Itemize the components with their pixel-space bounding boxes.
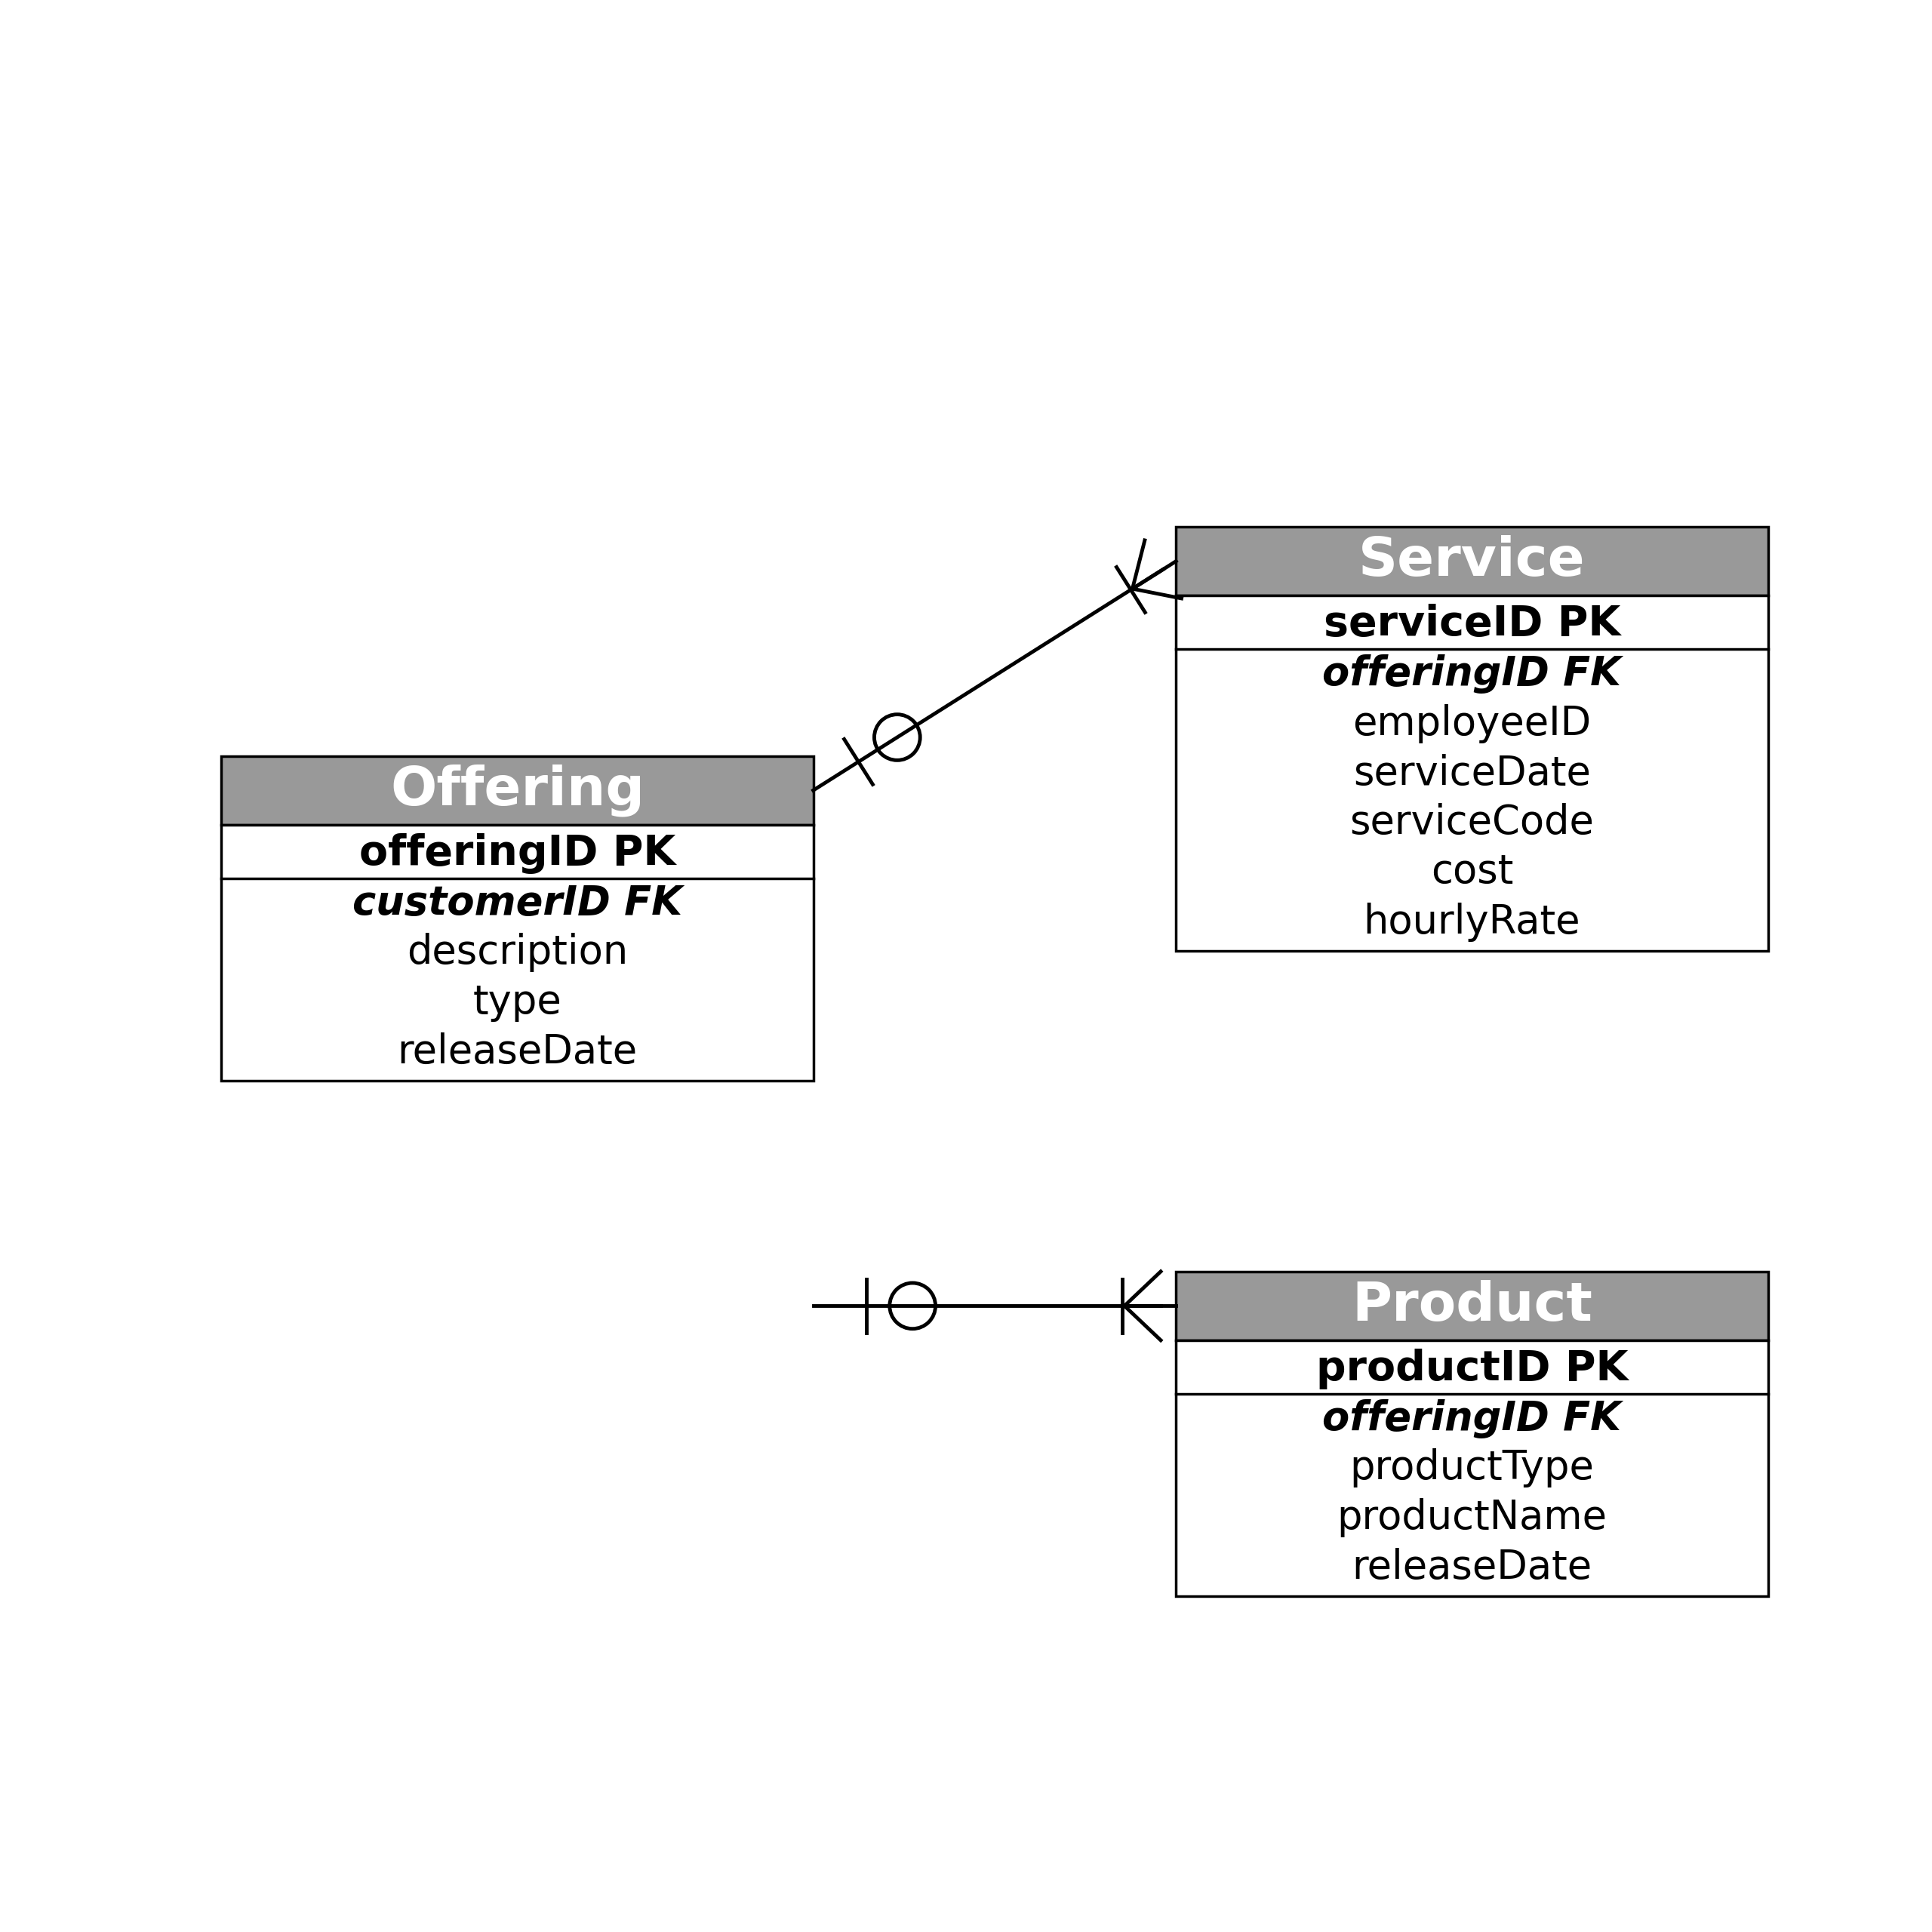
Text: description: description xyxy=(406,933,628,972)
Text: employeeID: employeeID xyxy=(1352,703,1592,744)
Text: Service: Service xyxy=(1358,535,1586,587)
Text: offeringID FK: offeringID FK xyxy=(1323,655,1621,694)
Text: releaseDate: releaseDate xyxy=(398,1032,638,1072)
Text: Product: Product xyxy=(1352,1279,1592,1331)
Text: hourlyRate: hourlyRate xyxy=(1364,902,1580,941)
Text: productType: productType xyxy=(1350,1449,1594,1488)
FancyBboxPatch shape xyxy=(222,825,813,1080)
Text: offeringID PK: offeringID PK xyxy=(359,833,676,873)
Text: productName: productName xyxy=(1337,1497,1607,1538)
Text: serviceDate: serviceDate xyxy=(1352,753,1590,792)
FancyBboxPatch shape xyxy=(1177,595,1768,951)
Text: offeringID FK: offeringID FK xyxy=(1323,1399,1621,1437)
Text: releaseDate: releaseDate xyxy=(1352,1548,1592,1586)
Text: type: type xyxy=(473,983,562,1022)
FancyBboxPatch shape xyxy=(1177,1341,1768,1596)
FancyBboxPatch shape xyxy=(222,755,813,825)
FancyBboxPatch shape xyxy=(1177,1271,1768,1341)
Text: customerID FK: customerID FK xyxy=(352,883,682,923)
Text: Offering: Offering xyxy=(390,765,645,817)
Text: productID PK: productID PK xyxy=(1316,1349,1629,1389)
Text: serviceCode: serviceCode xyxy=(1350,804,1594,842)
Text: serviceID PK: serviceID PK xyxy=(1323,605,1621,645)
Text: cost: cost xyxy=(1432,852,1513,893)
FancyBboxPatch shape xyxy=(1177,527,1768,595)
